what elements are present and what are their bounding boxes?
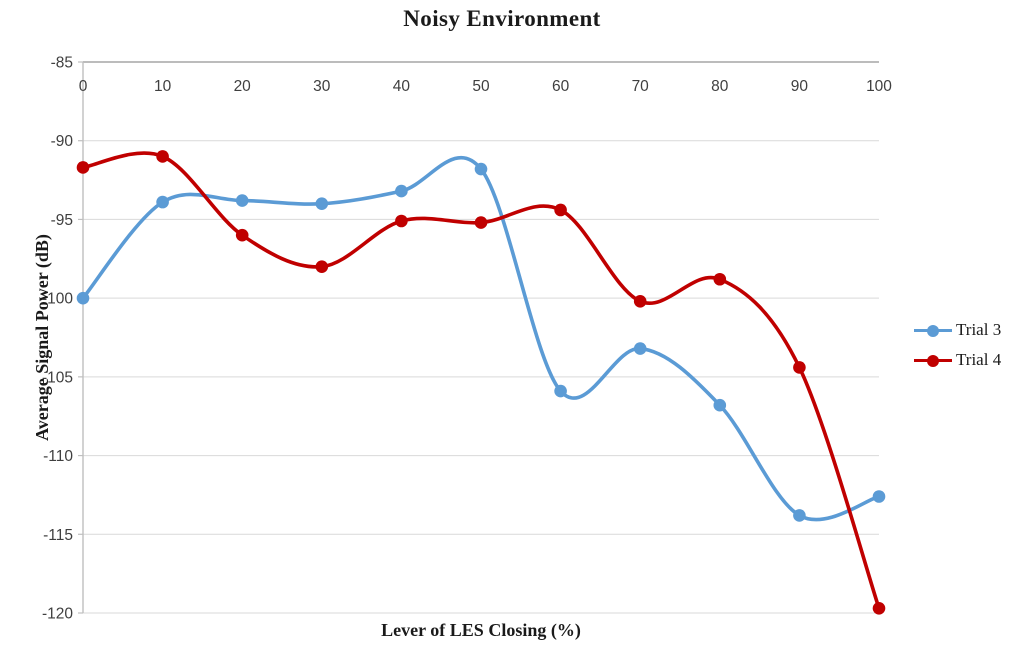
legend-label-trial-4: Trial 4 <box>956 350 1002 369</box>
data-point-trial-4-x50 <box>474 216 488 229</box>
x-tick-label-20: 20 <box>234 78 252 95</box>
x-tick-label-80: 80 <box>711 78 729 95</box>
legend: Trial 3 Trial 4 <box>914 321 1001 370</box>
chart-title: Noisy Environment <box>403 6 601 31</box>
data-point-trial-4-x30 <box>315 260 329 273</box>
data-point-trial-4-x40 <box>395 214 408 228</box>
legend-line-marker-trial-3 <box>914 324 952 337</box>
data-point-trial-3-x20 <box>235 194 249 207</box>
data-point-trial-3-x100 <box>872 490 886 503</box>
y-tick-label--95: -95 <box>51 212 73 229</box>
legend-item-trial-3: Trial 3 <box>914 321 1001 340</box>
data-point-trial-3-x30 <box>315 197 329 210</box>
data-point-trial-4-x20 <box>235 228 249 242</box>
y-tick-label--110: -110 <box>43 448 73 465</box>
x-tick-label-40: 40 <box>393 78 411 95</box>
series-line-trial-3 <box>81 155 881 522</box>
x-tick-label-90: 90 <box>791 78 809 95</box>
series-trial-4 <box>76 150 886 615</box>
data-point-trial-3-x50 <box>474 162 488 176</box>
legend-line-marker-trial-4 <box>914 354 952 367</box>
data-point-trial-3-x10 <box>156 195 169 209</box>
data-point-trial-3-x80 <box>713 398 727 412</box>
data-point-trial-4-x10 <box>156 150 169 163</box>
x-tick-label-50: 50 <box>472 78 490 95</box>
legend-dot-trial-4 <box>927 354 939 367</box>
data-point-trial-4-x0 <box>76 161 90 174</box>
y-tick-label--85: -85 <box>51 55 73 72</box>
legend-dot-trial-3 <box>927 324 939 337</box>
legend-item-trial-4: Trial 4 <box>914 351 1001 370</box>
x-tick-label-10: 10 <box>154 78 172 95</box>
series-trial-3 <box>76 155 886 522</box>
x-tick-label-60: 60 <box>552 78 570 95</box>
y-tick-label--115: -115 <box>43 527 73 544</box>
data-point-trial-4-x60 <box>554 203 567 217</box>
x-tick-label-70: 70 <box>632 78 650 95</box>
x-tick-label-30: 30 <box>313 78 331 95</box>
data-point-trial-3-x60 <box>554 384 567 398</box>
x-tick-label-100: 100 <box>866 78 892 95</box>
y-tick-label--90: -90 <box>51 133 74 150</box>
legend-label-trial-3: Trial 3 <box>956 320 1002 339</box>
data-point-trial-3-x90 <box>793 509 806 522</box>
data-point-trial-4-x90 <box>793 361 806 374</box>
y-tick-labels: -85 -90 -95 -100 -105 -110 -115 -120 <box>42 55 73 623</box>
data-point-trial-3-x40 <box>395 184 408 198</box>
y-tick-label--105: -105 <box>42 369 73 386</box>
data-point-trial-4-x80 <box>713 272 727 286</box>
gridlines <box>78 61 879 614</box>
data-point-trial-3-x70 <box>633 342 647 355</box>
x-axis-title: Lever of LES Closing (%) <box>381 620 581 640</box>
y-tick-label--100: -100 <box>42 291 73 308</box>
series-line-trial-4 <box>81 151 881 611</box>
y-tick-label--120: -120 <box>42 606 73 623</box>
data-point-trial-4-x100 <box>872 601 886 615</box>
data-point-trial-3-x0 <box>76 291 90 305</box>
x-tick-label-0: 0 <box>79 78 88 95</box>
data-point-trial-4-x70 <box>633 294 647 308</box>
x-tick-labels: 0 10 20 30 40 50 60 70 80 90 100 <box>79 78 893 95</box>
